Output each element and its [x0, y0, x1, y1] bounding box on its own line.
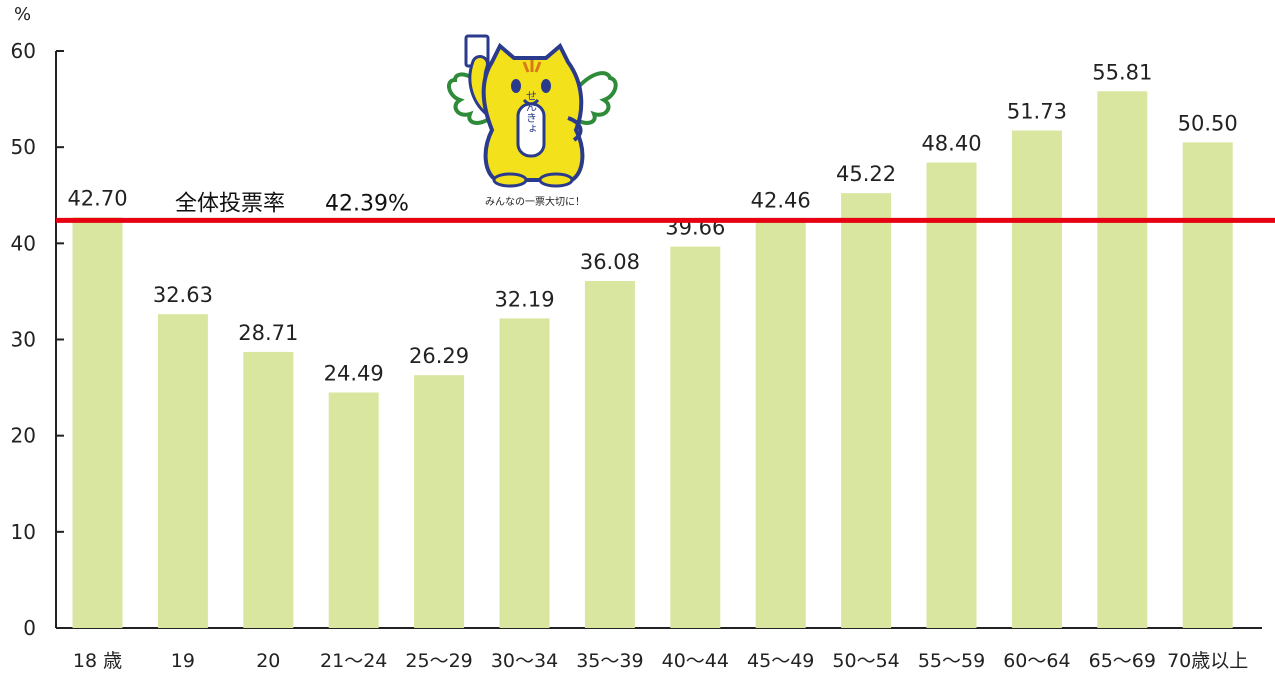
- mascot-caption: みんなの一票大切に！: [485, 195, 585, 208]
- mascot-left-eye: [511, 79, 521, 93]
- category-label: 18 歳: [73, 650, 122, 672]
- category-label: 55〜59: [918, 650, 985, 672]
- mascot-right-eye: [541, 79, 551, 93]
- mascot-sash: [516, 102, 546, 158]
- bar: [414, 375, 465, 628]
- bar-value-label: 28.71: [238, 321, 298, 345]
- category-label: 35〜39: [576, 650, 643, 672]
- bar-value-label: 55.81: [1092, 60, 1152, 84]
- bar-value-labels: 42.7032.6328.7124.4926.2932.1936.0839.66…: [67, 60, 1237, 385]
- y-tick-label: 10: [11, 520, 36, 544]
- category-label: 20: [256, 650, 280, 672]
- mascot-illustration: せんきょ みんなの一票大切に！: [447, 34, 618, 208]
- y-tick-label: 50: [11, 135, 36, 159]
- category-labels: 18 歳 19 20 21〜24 25〜29 30〜34 35〜39 40〜44 45〜49 50…: [73, 650, 1248, 672]
- category-label: 45〜49: [747, 650, 814, 672]
- bar: [1097, 91, 1148, 629]
- category-label: 60〜64: [1003, 650, 1070, 672]
- bar: [499, 318, 550, 628]
- category-label: 40〜44: [662, 650, 729, 672]
- bar-value-label: 32.19: [494, 287, 554, 311]
- bar: [243, 351, 294, 628]
- overall-turnout-line: 全体投票率 42.39%: [56, 191, 1275, 223]
- bar: [157, 314, 208, 628]
- overall-turnout-label: 全体投票率: [175, 191, 285, 216]
- bar: [328, 392, 379, 628]
- y-tick-label: 20: [11, 424, 36, 448]
- bar-value-label: 48.40: [921, 132, 981, 156]
- y-tick-label: 60: [11, 39, 36, 63]
- bar: [1182, 142, 1233, 628]
- y-axis-unit: %: [14, 4, 31, 25]
- category-label: 30〜34: [491, 650, 558, 672]
- bar-value-label: 32.63: [153, 283, 213, 307]
- bar-value-label: 51.73: [1007, 100, 1067, 124]
- bar: [926, 162, 977, 628]
- category-label: 70歳以上: [1167, 650, 1248, 672]
- category-label: 50〜54: [832, 650, 899, 672]
- bar: [670, 246, 721, 628]
- category-label: 25〜29: [405, 650, 472, 672]
- overall-turnout-value: 42.39%: [325, 191, 409, 216]
- bars: [72, 91, 1233, 629]
- bar: [584, 281, 635, 628]
- category-label: 65〜69: [1089, 650, 1156, 672]
- category-label: 19: [171, 650, 195, 672]
- bar: [755, 219, 806, 628]
- bar-value-label: 50.50: [1178, 111, 1238, 135]
- y-tick-label: 0: [23, 616, 36, 640]
- mascot-right-wing: [572, 71, 618, 125]
- bar-value-label: 42.46: [751, 189, 811, 213]
- y-tick-label: 40: [11, 231, 36, 255]
- bar-value-label: 45.22: [836, 162, 896, 186]
- category-label: 21〜24: [320, 650, 387, 672]
- bar: [1011, 130, 1062, 628]
- bar: [841, 193, 892, 628]
- mascot-sash-text: せんきょ: [525, 90, 538, 134]
- bar-value-label: 26.29: [409, 344, 469, 368]
- bar-value-label: 42.70: [67, 186, 127, 210]
- bar-value-label: 36.08: [580, 250, 640, 274]
- bar-value-label: 24.49: [324, 361, 384, 385]
- bar: [72, 217, 123, 628]
- y-tick-label: 30: [11, 328, 36, 352]
